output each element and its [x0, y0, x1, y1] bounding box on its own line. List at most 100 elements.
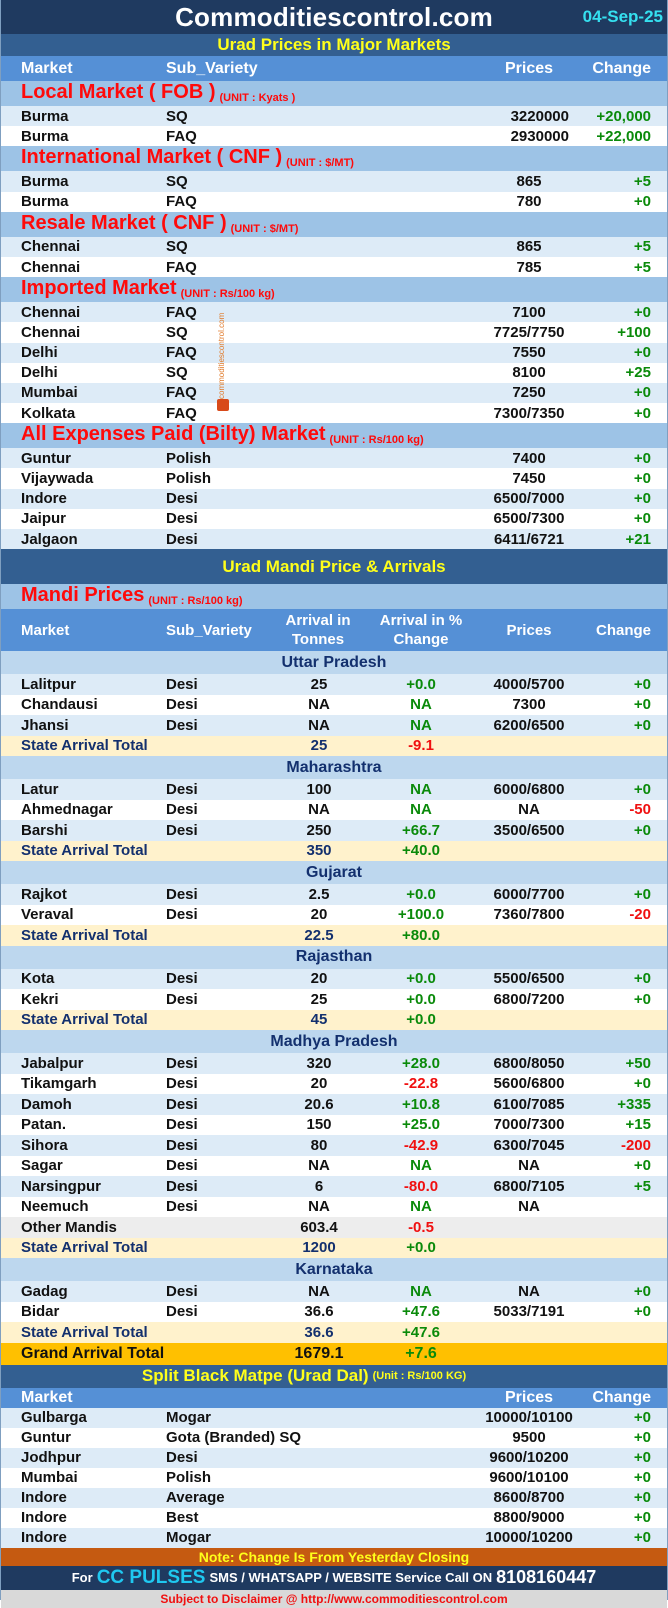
arrival-pct-change: +0.0: [406, 885, 436, 903]
market-name: Vijaywada: [21, 470, 94, 488]
market-name: Veraval: [21, 906, 74, 924]
market-name: Jhansi: [21, 716, 69, 734]
table-row: Kota Desi 20 +0.0 5500/6500 +0: [1, 968, 667, 990]
arrival-pct-change: NA: [410, 801, 432, 819]
site-title: Commoditiescontrol.com: [175, 1, 493, 32]
table-row: Chennai SQ 7725/7750 +100: [1, 322, 667, 343]
sub-variety: Desi: [166, 821, 198, 839]
table-row: Vijaywada Polish 7450 +0: [1, 468, 667, 489]
dal-unit: (Unit : Rs/100 KG): [372, 1370, 467, 1383]
arrival-pct-change: +25.0: [402, 1116, 440, 1134]
state-total-row: State Arrival Total 25 -9.1: [1, 735, 667, 757]
price: 5500/6500: [493, 970, 565, 988]
state-header: Uttar Pradesh: [1, 651, 667, 675]
sub-variety: SQ: [166, 323, 188, 341]
price: NA: [518, 1282, 540, 1300]
sub-variety: Desi: [166, 1075, 198, 1093]
mandi-column-header: Market Sub_Variety Arrival in Tonnes Arr…: [1, 609, 667, 652]
sub-variety: Desi: [166, 906, 198, 924]
change: +25: [625, 364, 651, 382]
market-name: Mumbai: [21, 1469, 78, 1487]
market-name: Patan.: [21, 1116, 67, 1134]
table-row: Neemuch Desi NA NA NA: [1, 1196, 667, 1218]
change: +0: [633, 780, 651, 798]
price: 6000/7700: [493, 885, 565, 903]
change: -20: [629, 906, 651, 924]
change: +15: [625, 1116, 651, 1134]
cc-pulses-banner: For CC PULSES SMS / WHATSAPP / WEBSITE S…: [1, 1565, 667, 1590]
col-market: Market: [21, 59, 73, 77]
col-change: Change: [592, 59, 651, 77]
sub-variety: Gota (Branded) SQ: [166, 1429, 302, 1447]
price: 785: [516, 258, 542, 276]
table-row: Gadag Desi NA NA NA +0: [1, 1281, 667, 1302]
table-row: Jabalpur Desi 320 +28.0 6800/8050 +50: [1, 1053, 667, 1074]
section-header: All Expenses Paid (Bilty) Market (UNIT : …: [1, 423, 667, 449]
price: 10000/10200: [485, 1529, 573, 1547]
sub-variety: Desi: [166, 885, 198, 903]
price: 7360/7800: [493, 906, 565, 924]
col-change: Change: [595, 621, 651, 639]
arrival-tonnes: 22.5: [304, 926, 334, 944]
change: +0: [633, 1303, 651, 1321]
sub-variety: Desi: [166, 1282, 198, 1300]
price: 7300/7350: [493, 404, 565, 422]
table-row: Patan. Desi 150 +25.0 7000/7300 +15: [1, 1114, 667, 1136]
change: +0: [633, 1489, 651, 1507]
section-title: Local Market ( FOB ): [21, 81, 216, 103]
footer-note: Note: Change Is From Yesterday Closing: [1, 1547, 667, 1566]
top-subtitle: Urad Prices in Major Markets: [1, 34, 667, 56]
market-name: Neemuch: [21, 1198, 89, 1216]
total-label: State Arrival Total: [21, 926, 148, 944]
price: 7250: [512, 384, 546, 402]
arrival-pct-change: +0.0: [406, 1011, 436, 1029]
market-name: Jaipur: [21, 510, 67, 528]
market-name: Delhi: [21, 344, 58, 362]
section-title: Imported Market: [21, 277, 177, 300]
market-name: Delhi: [21, 364, 58, 382]
market-name: Tikamgarh: [21, 1075, 97, 1093]
market-name: Burma: [21, 172, 69, 190]
table-row: Bidar Desi 36.6 +47.6 5033/7191 +0: [1, 1301, 667, 1323]
arrival-tonnes: 6: [314, 1177, 324, 1195]
disclaimer-link[interactable]: Subject to Disclaimer @ http://www.commo…: [1, 1589, 667, 1608]
sub-variety: Desi: [166, 990, 198, 1008]
market-name: Kolkata: [21, 404, 76, 422]
section-unit: (UNIT : $/MT): [286, 157, 354, 170]
dal-rows: Gulbarga Mogar 10000/10100 +0 Guntur Gota (Br…: [1, 1407, 667, 1548]
watermark-text: commoditiescontrol.com: [217, 312, 226, 399]
arrival-pct-change: NA: [410, 1198, 432, 1216]
change: +0: [633, 675, 651, 693]
col-prices: Prices: [504, 1388, 554, 1406]
arrival-pct-change: +0.0: [406, 970, 436, 988]
change: +5: [633, 1177, 651, 1195]
market-name: Sihora: [21, 1136, 68, 1154]
cc-for: For: [71, 1570, 93, 1586]
sub-variety: Desi: [166, 970, 198, 988]
market-name: Jodhpur: [21, 1449, 81, 1467]
change: +0: [633, 885, 651, 903]
arrival-pct-change: +10.8: [402, 1095, 440, 1113]
table-row: Barshi Desi 250 +66.7 3500/6500 +0: [1, 820, 667, 841]
price: 7000/7300: [493, 1116, 565, 1134]
market-name: Indore: [21, 1509, 67, 1527]
arrival-pct-change: -80.0: [403, 1177, 439, 1195]
state-header: Karnataka: [1, 1258, 667, 1282]
arrival-tonnes: 45: [310, 1011, 328, 1029]
total-label: State Arrival Total: [21, 1239, 148, 1257]
col-sub-variety: Sub_Variety: [166, 621, 252, 639]
sub-variety: Desi: [166, 696, 198, 714]
sub-variety: Desi: [166, 510, 198, 528]
change: +0: [633, 1075, 651, 1093]
section-header: Imported Market (UNIT : Rs/100 kg): [1, 277, 667, 303]
price: 6800/8050: [493, 1054, 565, 1072]
price: 8100: [512, 364, 546, 382]
arrival-tonnes: 1200: [302, 1239, 336, 1257]
table-row: Gulbarga Mogar 10000/10100 +0: [1, 1407, 667, 1428]
sub-variety: Mogar: [166, 1409, 211, 1427]
price: NA: [518, 1157, 540, 1175]
change: +0: [633, 344, 651, 362]
change: +0: [633, 490, 651, 508]
table-row: Burma FAQ 780 +0: [1, 191, 667, 212]
top-sections: Local Market ( FOB ) (UNIT : Kyats ) Burma…: [1, 81, 667, 550]
